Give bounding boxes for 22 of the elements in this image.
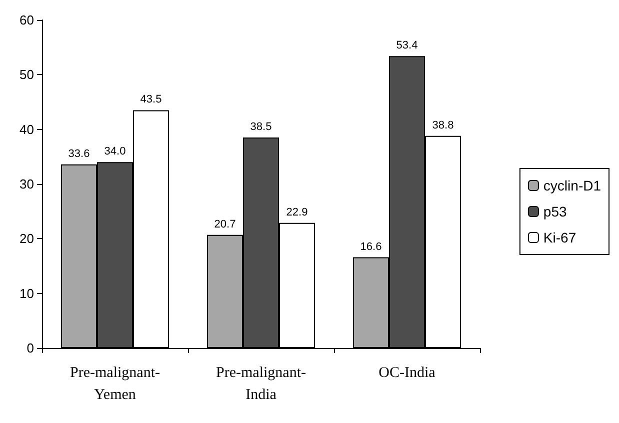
legend-label: p53 xyxy=(543,204,568,220)
data-label: 20.7 xyxy=(214,218,236,230)
data-label: 38.8 xyxy=(432,119,454,132)
x-tick-label: Pre-malignant-Yemen xyxy=(70,365,160,403)
data-label: 34.0 xyxy=(104,146,126,158)
data-label: 53.4 xyxy=(396,40,418,52)
data-label: 33.6 xyxy=(68,148,90,160)
data-label: 16.6 xyxy=(360,240,382,253)
y-tick-label: 50 xyxy=(20,67,34,82)
y-tick-label: 40 xyxy=(20,122,34,137)
legend-label: cyclin-D1 xyxy=(543,178,602,194)
y-tick-label: 20 xyxy=(20,231,34,246)
legend-label: Ki-67 xyxy=(543,230,576,246)
data-label: 38.5 xyxy=(250,121,272,134)
data-label: 22.9 xyxy=(286,206,308,218)
y-tick-label: 30 xyxy=(20,176,34,192)
y-tick-label: 0 xyxy=(26,340,34,356)
x-tick-label: OC-India xyxy=(378,365,436,381)
data-label: 43.5 xyxy=(140,94,162,106)
x-tick-label: Pre-malignant-India xyxy=(216,365,306,403)
y-tick-label: 10 xyxy=(20,286,34,301)
y-tick-label: 60 xyxy=(20,12,34,28)
